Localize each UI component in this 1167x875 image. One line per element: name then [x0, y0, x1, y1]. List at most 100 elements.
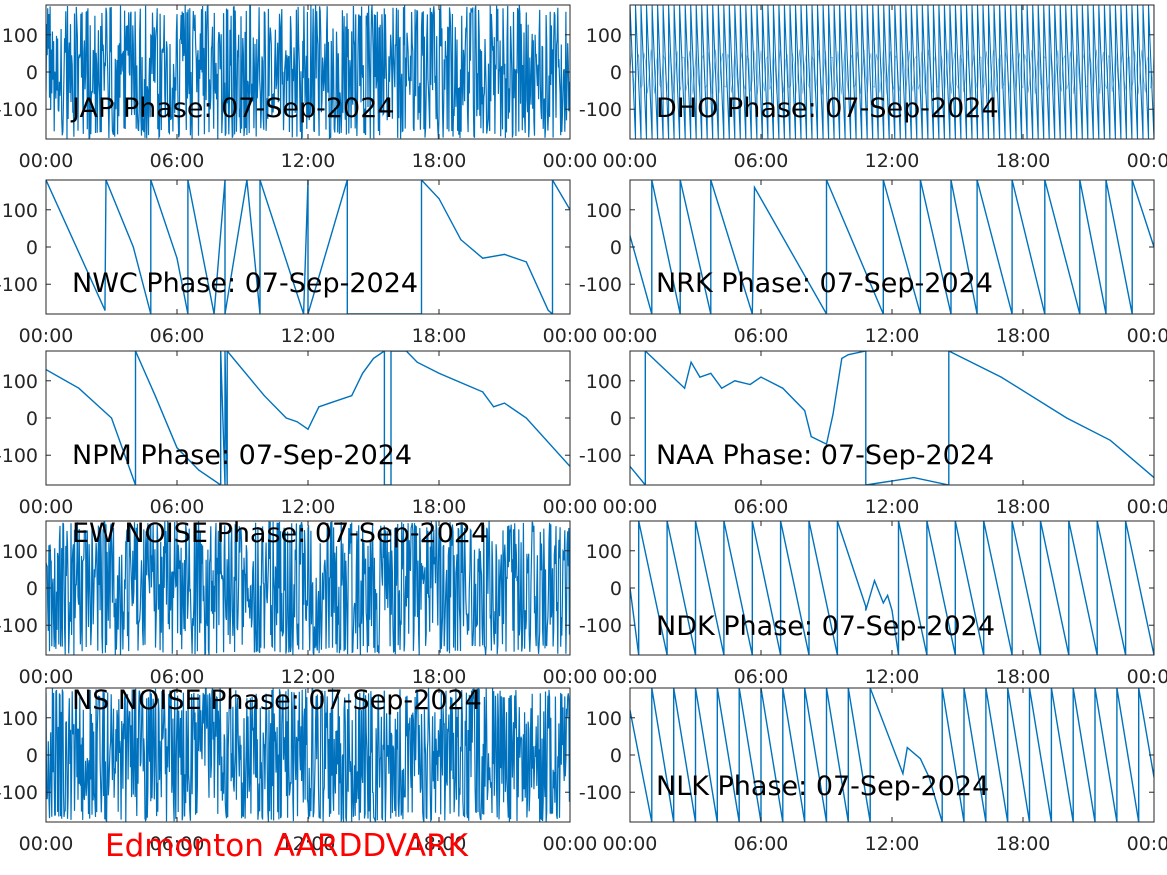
- phase-point: [913, 477, 915, 479]
- phase-point: [825, 443, 828, 445]
- y-tick-label: 0: [26, 62, 38, 84]
- y-tick-label: 0: [610, 237, 622, 259]
- x-tick-label: 12:00: [865, 666, 920, 688]
- panel-title: NRK Phase: 07-Sep-2024: [656, 268, 993, 299]
- x-tick-label: 18:00: [996, 496, 1051, 518]
- x-tick-label: 06:00: [150, 496, 205, 518]
- phase-midline-trace: [630, 49, 1154, 95]
- x-tick-label: 00:00: [1127, 666, 1167, 688]
- phase-point: [154, 395, 156, 397]
- x-tick-label: 00:00: [603, 496, 658, 518]
- y-tick-label: -100: [0, 445, 38, 467]
- phase-point: [296, 421, 298, 423]
- x-tick-label: 12:00: [281, 325, 336, 347]
- x-tick-label: 12:00: [281, 833, 336, 855]
- phase-point: [493, 406, 495, 408]
- phase-point: [104, 309, 106, 311]
- y-tick-label: -100: [579, 782, 622, 804]
- phase-point: [525, 261, 527, 263]
- phase-point: [416, 361, 418, 363]
- x-tick-label: 00:00: [543, 325, 598, 347]
- x-tick-label: 18:00: [412, 496, 467, 518]
- phase-point: [690, 361, 692, 363]
- phase-point: [263, 395, 265, 397]
- y-tick-label: 100: [586, 708, 622, 730]
- data-lines: [46, 688, 570, 822]
- phase-point: [902, 773, 904, 775]
- phase-point: [503, 253, 506, 255]
- x-tick-label: 12:00: [865, 150, 920, 172]
- x-tick-label: 06:00: [734, 150, 789, 172]
- y-tick-label: 100: [2, 371, 38, 393]
- phase-point: [906, 747, 908, 749]
- panel-4: 00:00 06:00 12:00 18:00 00:00 100 0 -100 NRK Pha…: [579, 179, 1167, 347]
- x-tick-label: 00:00: [543, 666, 598, 688]
- phase-point: [1000, 376, 1002, 378]
- x-tick-label: 00:00: [19, 666, 74, 688]
- panel-title: NLK Phase: 07-Sep-2024: [656, 771, 989, 802]
- phase-point: [891, 609, 893, 611]
- y-tick-label: -100: [579, 274, 622, 296]
- y-tick-label: -100: [0, 782, 38, 804]
- phase-point: [307, 428, 309, 430]
- data-lines: [46, 5, 570, 139]
- y-tick-label: 100: [2, 541, 38, 563]
- phase-point: [285, 417, 287, 419]
- y-tick-label: 0: [26, 578, 38, 600]
- x-tick-label: 00:00: [543, 150, 598, 172]
- y-tick-label: -100: [0, 274, 38, 296]
- y-tick-label: 0: [610, 62, 622, 84]
- x-tick-label: 06:00: [734, 496, 789, 518]
- phase-point: [841, 357, 843, 359]
- x-tick-label: 12:00: [281, 150, 336, 172]
- x-tick-label: 06:00: [734, 325, 789, 347]
- x-tick-label: 00:00: [603, 833, 658, 855]
- panel-9: 00:00 06:00 12:00 18:00 00:00 100 0 -100 NS NOIS…: [0, 685, 597, 855]
- panel-title: EW NOISE Phase: 07-Sep-2024: [72, 518, 488, 549]
- phase-point: [547, 309, 549, 311]
- x-tick-label: 06:00: [734, 666, 789, 688]
- x-tick-label: 12:00: [281, 666, 336, 688]
- phase-point: [832, 413, 834, 415]
- x-tick-label: 18:00: [412, 325, 467, 347]
- x-tick-label: 00:00: [1127, 496, 1167, 518]
- panel-7: 00:00 06:00 12:00 18:00 00:00 100 0 -100 EW NOIS…: [0, 518, 597, 688]
- panel-title: NWC Phase: 07-Sep-2024: [72, 268, 418, 299]
- x-tick-label: 06:00: [150, 833, 205, 855]
- x-tick-label: 18:00: [996, 325, 1051, 347]
- data-lines: [630, 5, 1154, 139]
- phase-point: [78, 387, 80, 389]
- phase-point: [810, 436, 812, 438]
- phase-point: [721, 387, 723, 389]
- x-tick-label: 00:00: [1127, 833, 1167, 855]
- x-tick-label: 00:00: [19, 150, 74, 172]
- phase-point: [1066, 417, 1068, 419]
- phase-point: [760, 376, 762, 378]
- x-tick-label: 18:00: [996, 666, 1051, 688]
- station-label: Edmonton AARDDVARK: [105, 828, 468, 864]
- phase-point: [1109, 439, 1111, 441]
- phase-point: [438, 198, 440, 200]
- panel-8: 00:00 06:00 12:00 18:00 00:00 100 0 -100 NDK Pha…: [579, 520, 1167, 688]
- x-tick-label: 06:00: [734, 833, 789, 855]
- phase-point: [460, 239, 462, 241]
- x-tick-label: 00:00: [1127, 325, 1167, 347]
- panel-1: 00:00 06:00 12:00 18:00 00:00 100 0 -100 JAP Pha…: [0, 4, 598, 172]
- y-tick-label: 100: [2, 708, 38, 730]
- y-tick-label: 100: [586, 371, 622, 393]
- data-lines: [630, 351, 1154, 485]
- phase-point: [482, 257, 484, 259]
- phase-point: [198, 469, 200, 471]
- phase-point: [847, 354, 849, 356]
- x-tick-label: 12:00: [865, 325, 920, 347]
- y-tick-label: 0: [26, 237, 38, 259]
- phase-point: [351, 395, 353, 397]
- phase-point: [503, 402, 506, 404]
- phase-point: [438, 372, 440, 374]
- phase-point: [699, 376, 701, 378]
- phase-point: [882, 602, 884, 604]
- y-tick-label: 100: [586, 25, 622, 47]
- panel-title: NPM Phase: 07-Sep-2024: [72, 440, 412, 471]
- phase-series-line: [46, 521, 570, 655]
